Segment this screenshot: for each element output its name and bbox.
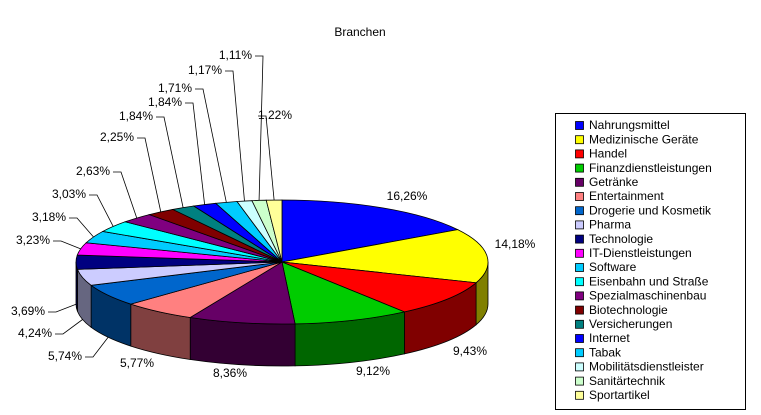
legend-label: Getränke bbox=[589, 175, 639, 189]
data-label: 3,03% bbox=[52, 187, 86, 201]
legend-label: Pharma bbox=[589, 218, 631, 232]
data-label: 1,71% bbox=[158, 81, 192, 95]
legend-label: Tabak bbox=[589, 345, 622, 359]
leader-line bbox=[185, 102, 206, 205]
legend-swatch bbox=[575, 319, 584, 329]
leader-line bbox=[137, 137, 162, 212]
legend-label: Handel bbox=[589, 147, 627, 161]
slice-side bbox=[189, 317, 296, 367]
leader-line bbox=[53, 240, 81, 250]
legend-label: Internet bbox=[589, 331, 630, 345]
legend-swatch bbox=[575, 149, 584, 159]
data-label: 16,26% bbox=[387, 189, 428, 203]
legend-swatch bbox=[575, 163, 584, 173]
legend-swatch bbox=[575, 291, 584, 301]
legend-swatch bbox=[575, 177, 584, 187]
data-label: 3,23% bbox=[16, 233, 50, 247]
leader-line bbox=[258, 115, 275, 201]
legend-swatch bbox=[575, 334, 584, 343]
legend-swatch bbox=[575, 220, 584, 230]
legend-swatch bbox=[575, 121, 584, 130]
data-label: 14,18% bbox=[495, 237, 536, 251]
data-label: 1,84% bbox=[148, 95, 182, 109]
slice bbox=[189, 261, 296, 325]
chart-title: Branchen bbox=[334, 25, 385, 39]
data-label: 1,11% bbox=[219, 48, 252, 62]
data-label: 5,74% bbox=[48, 349, 82, 363]
leader-line bbox=[89, 194, 114, 227]
data-label: 2,63% bbox=[76, 164, 110, 178]
legend-label: Biotechnologie bbox=[589, 303, 668, 317]
data-label: 3,18% bbox=[32, 210, 66, 224]
legend-label: Eisenbahn und Straße bbox=[589, 274, 709, 288]
leader-line bbox=[85, 337, 109, 358]
leader-line bbox=[69, 217, 94, 238]
leader-line bbox=[225, 70, 245, 202]
legend-swatch bbox=[575, 263, 584, 272]
legend-swatch bbox=[575, 277, 584, 287]
legend-swatch bbox=[575, 135, 584, 145]
data-label: 1,84% bbox=[119, 109, 153, 123]
legend-label: Nahrungsmittel bbox=[589, 118, 670, 132]
legend-label: Technologie bbox=[589, 232, 653, 246]
leader-line bbox=[48, 303, 77, 313]
legend-swatch bbox=[575, 348, 584, 358]
legend-label: Mobilitätsdienstleister bbox=[589, 360, 704, 374]
legend-label: Entertainment bbox=[589, 189, 664, 203]
legend-label: Sportartikel bbox=[589, 388, 650, 402]
legend-swatch bbox=[575, 305, 584, 315]
data-label: 9,12% bbox=[356, 364, 390, 378]
data-label: 2,25% bbox=[100, 130, 134, 144]
legend-swatch bbox=[575, 206, 584, 216]
data-label: 3,69% bbox=[11, 304, 45, 318]
legend-swatch bbox=[575, 362, 584, 372]
slice bbox=[281, 229, 489, 284]
legend-label: Software bbox=[589, 260, 637, 274]
data-label: 8,36% bbox=[213, 366, 247, 380]
legend-label: IT-Dienstleistungen bbox=[589, 246, 692, 260]
data-label: 5,77% bbox=[120, 356, 154, 370]
legend-label: Sanitärtechnik bbox=[589, 374, 666, 388]
data-label: 4,24% bbox=[18, 326, 52, 340]
legend-swatch bbox=[575, 192, 584, 201]
data-label: 1,22% bbox=[258, 108, 292, 122]
legend-swatch bbox=[575, 376, 584, 386]
legend-swatch bbox=[575, 234, 584, 244]
leader-line bbox=[255, 55, 264, 201]
slice bbox=[281, 261, 478, 313]
legend-swatch bbox=[575, 390, 584, 400]
legend-label: Drogerie und Kosmetik bbox=[589, 203, 712, 217]
leader-line bbox=[195, 88, 227, 203]
data-label: 1,17% bbox=[188, 63, 222, 77]
leader-line bbox=[55, 319, 83, 335]
legend-label: Finanzdienstleistungen bbox=[589, 161, 712, 175]
slice bbox=[281, 261, 406, 325]
legend-label: Versicherungen bbox=[589, 317, 672, 331]
legend-box bbox=[555, 113, 746, 410]
leader-line bbox=[113, 171, 138, 219]
legend-label: Spezialmaschinenbau bbox=[589, 289, 706, 303]
slice bbox=[281, 199, 459, 263]
legend-swatch bbox=[575, 248, 584, 258]
legend-label: Medizinische Geräte bbox=[589, 132, 699, 146]
leader-line bbox=[156, 116, 184, 208]
data-label: 9,43% bbox=[453, 344, 487, 358]
